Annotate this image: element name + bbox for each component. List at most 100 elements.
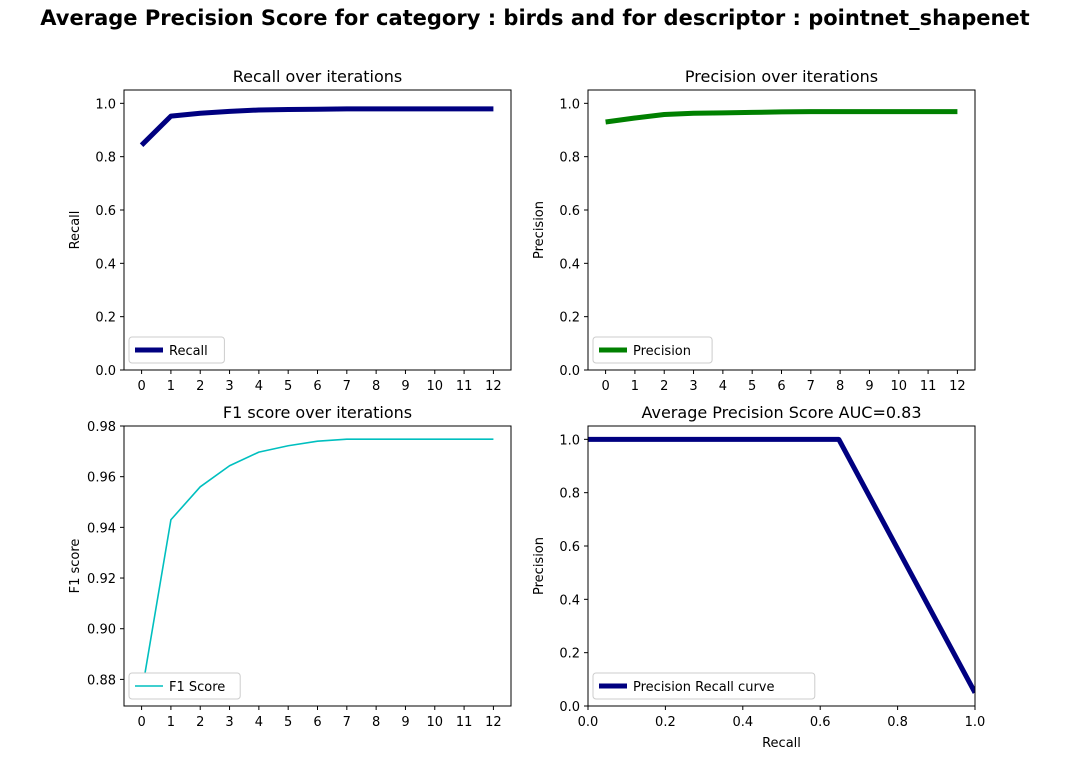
y-axis-label: Precision (532, 201, 547, 259)
y-axis-label: F1 score (68, 539, 83, 594)
y-tick-label: 0.8 (559, 487, 580, 502)
legend-box (128, 336, 225, 364)
x-tick-label: 4 (255, 715, 263, 730)
x-tick-label: 5 (284, 715, 292, 730)
axes-frame (587, 425, 976, 707)
x-tick-label: 10 (426, 379, 443, 394)
x-tick-label: 10 (426, 715, 443, 730)
legend: Recall (128, 336, 225, 364)
x-tick-label: 0.0 (578, 715, 599, 730)
y-tick-label: 0.2 (559, 647, 580, 662)
legend: Precision (592, 336, 713, 364)
y-tick-label: 0.90 (87, 623, 116, 638)
subplot-title: Recall over iterations (233, 67, 403, 86)
y-tick-label: 0.6 (559, 204, 580, 219)
x-tick-label: 0 (137, 715, 145, 730)
series-line (139, 106, 494, 147)
x-tick-label: 7 (807, 379, 815, 394)
x-tick-label: 0.2 (655, 715, 676, 730)
legend-label: Precision (633, 344, 691, 359)
y-tick-label: 1.0 (95, 97, 116, 112)
x-tick-label: 10 (890, 379, 907, 394)
x-tick-label: 11 (920, 379, 937, 394)
y-tick-label: 0.98 (87, 420, 116, 435)
subplot-4: 0.0 0.2 0.4 0.6 0.8 1.0 0.0 0.2 0.4 0.6 0.8 1.0 Aver… (532, 403, 985, 751)
x-tick-label: 9 (401, 379, 409, 394)
subplot-title: Average Precision Score AUC=0.83 (641, 403, 921, 422)
y-tick-label: 0.2 (559, 311, 580, 326)
x-tick-label: 12 (485, 715, 502, 730)
x-tick-label: 9 (865, 379, 873, 394)
x-tick-label: 1.0 (965, 715, 986, 730)
axes-frame (587, 89, 976, 371)
x-tick-label: 6 (777, 379, 785, 394)
x-tick-label: 12 (949, 379, 966, 394)
y-axis-label: Precision (532, 537, 547, 595)
x-tick-label: 1 (167, 379, 175, 394)
legend: Precision Recall curve (592, 672, 816, 700)
x-tick-label: 1 (631, 379, 639, 394)
subplot-3: 0 1 2 3 4 5 6 7 8 9 10 11 120.880.900.920.940.960.98… (68, 403, 512, 730)
legend: F1 Score (128, 672, 241, 700)
y-tick-label: 0.88 (87, 673, 116, 688)
legend-label: F1 Score (169, 680, 225, 695)
axes-frame (123, 425, 512, 707)
y-tick-label: 0.6 (95, 204, 116, 219)
y-tick-label: 0.92 (87, 572, 116, 587)
x-tick-label: 2 (196, 379, 204, 394)
x-tick-label: 5 (748, 379, 756, 394)
series-line (140, 438, 494, 694)
x-tick-label: 8 (836, 379, 844, 394)
y-tick-label: 0.96 (87, 471, 116, 486)
series-line (605, 109, 958, 125)
y-tick-label: 0.94 (87, 521, 116, 536)
y-tick-label: 1.0 (559, 97, 580, 112)
y-tick-label: 0.0 (95, 364, 116, 379)
subplot-2: 0 1 2 3 4 5 6 7 8 9 10 11 120.00.20.40.60.81.0Precis… (532, 67, 976, 394)
x-tick-label: 11 (456, 715, 473, 730)
x-tick-label: 3 (225, 715, 233, 730)
x-tick-label: 5 (284, 379, 292, 394)
series-line (588, 436, 975, 694)
subplot-title: F1 score over iterations (223, 403, 412, 422)
x-tick-label: 7 (343, 715, 351, 730)
x-tick-label: 6 (313, 379, 321, 394)
axes-frame (123, 89, 512, 371)
x-tick-label: 3 (689, 379, 697, 394)
x-tick-label: 0 (601, 379, 609, 394)
y-tick-label: 0.4 (559, 257, 580, 272)
x-tick-label: 0 (137, 379, 145, 394)
x-tick-label: 12 (485, 379, 502, 394)
figure-title: Average Precision Score for category : b… (40, 6, 1030, 30)
x-tick-label: 8 (372, 715, 380, 730)
x-axis-label: Recall (762, 736, 801, 751)
x-tick-label: 0.6 (810, 715, 831, 730)
x-tick-label: 1 (167, 715, 175, 730)
y-tick-label: 0.4 (95, 257, 116, 272)
x-tick-label: 9 (401, 715, 409, 730)
subplot-1: 0 1 2 3 4 5 6 7 8 9 10 11 120.00.20.40.60.81.0Recall… (68, 67, 512, 394)
y-tick-label: 0.8 (559, 151, 580, 166)
subplot-title: Precision over iterations (685, 67, 878, 86)
legend-box (592, 672, 816, 700)
x-tick-label: 0.4 (732, 715, 753, 730)
y-tick-label: 0.8 (95, 151, 116, 166)
legend-box (128, 672, 241, 700)
y-tick-label: 0.6 (559, 540, 580, 555)
y-tick-label: 0.2 (95, 311, 116, 326)
y-tick-label: 1.0 (559, 433, 580, 448)
x-tick-label: 4 (255, 379, 263, 394)
y-tick-label: 0.0 (559, 700, 580, 715)
x-tick-label: 2 (660, 379, 668, 394)
x-tick-label: 7 (343, 379, 351, 394)
x-tick-label: 4 (719, 379, 727, 394)
y-tick-label: 0.4 (559, 593, 580, 608)
legend-label: Precision Recall curve (633, 680, 774, 695)
x-tick-label: 8 (372, 379, 380, 394)
y-axis-label: Recall (68, 211, 83, 250)
x-tick-label: 11 (456, 379, 473, 394)
y-tick-label: 0.0 (559, 364, 580, 379)
x-tick-label: 6 (313, 715, 321, 730)
legend-box (592, 336, 713, 364)
